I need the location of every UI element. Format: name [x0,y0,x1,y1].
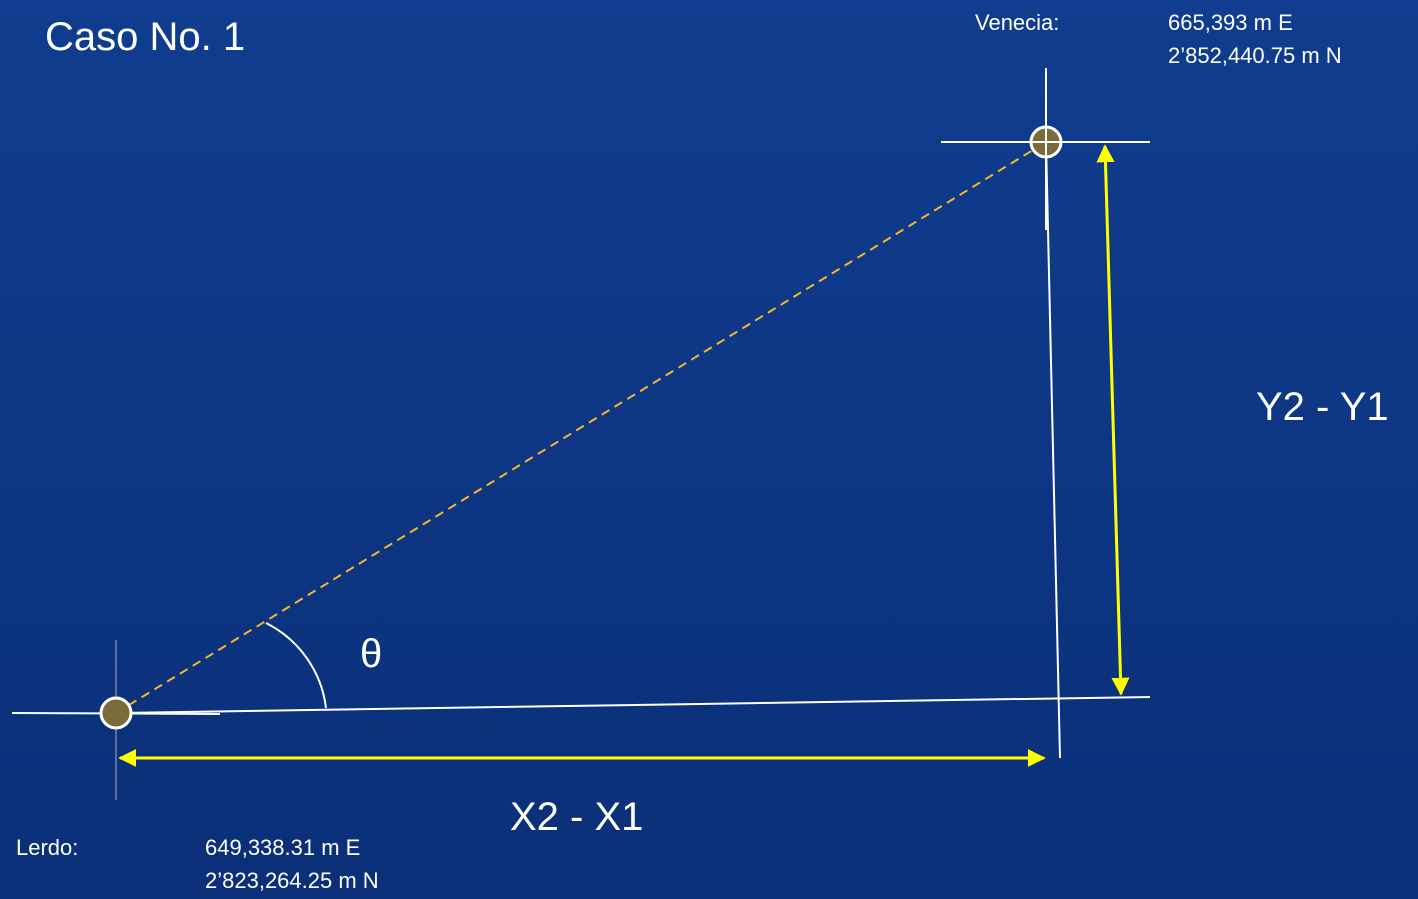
dy-arrow [1096,144,1130,696]
point-north: 2’852,440.75 m N [1168,43,1342,68]
point-marker [99,696,133,730]
hypotenuse [115,141,1047,714]
angle-arc [265,622,327,709]
lerdo-point [99,696,133,730]
point-east: 665,393 m E [1168,10,1293,35]
dy-label: Y2 - Y1 [1256,385,1389,429]
angle-label: θ [360,632,382,676]
base-line [115,696,1151,714]
point-east: 649,338.31 m E [205,835,360,860]
venecia-point [1029,125,1063,159]
point-north: 2’823,264.25 m N [205,868,379,893]
point-name: Lerdo: [16,835,78,860]
side-line [1045,141,1061,759]
point-name: Venecia: [975,10,1059,35]
title: Caso No. 1 [45,15,245,59]
dx-label: X2 - X1 [510,795,643,839]
